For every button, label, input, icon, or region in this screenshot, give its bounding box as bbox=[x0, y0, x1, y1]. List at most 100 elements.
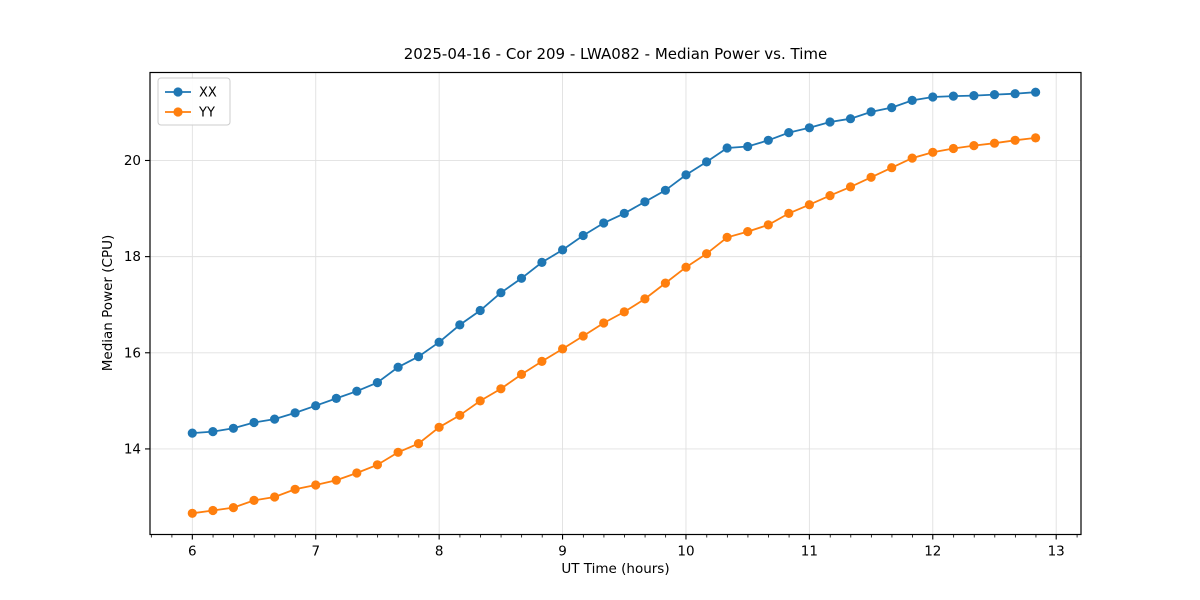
y-tick-label: 18 bbox=[124, 249, 141, 265]
data-point bbox=[743, 141, 753, 152]
data-point bbox=[989, 90, 1000, 100]
data-point bbox=[989, 138, 1000, 148]
data-point bbox=[887, 103, 897, 113]
plot-frame bbox=[149, 71, 1082, 536]
data-point bbox=[702, 249, 712, 259]
data-point bbox=[290, 408, 300, 418]
data-point bbox=[578, 331, 588, 341]
data-point bbox=[187, 428, 197, 438]
data-point bbox=[928, 147, 938, 157]
data-point bbox=[413, 352, 424, 362]
data-point bbox=[228, 503, 238, 513]
data-point bbox=[660, 185, 671, 195]
data-point bbox=[928, 92, 938, 102]
data-point bbox=[907, 153, 917, 163]
data-point bbox=[331, 475, 341, 485]
data-point bbox=[187, 508, 197, 518]
data-point bbox=[619, 208, 629, 218]
data-point bbox=[352, 386, 362, 396]
x-tick-label: 12 bbox=[924, 544, 941, 560]
data-point bbox=[455, 320, 465, 330]
data-point bbox=[866, 107, 876, 117]
series-line-YY bbox=[192, 137, 1036, 515]
data-point bbox=[311, 480, 321, 490]
data-point bbox=[228, 423, 238, 433]
data-point bbox=[393, 362, 403, 372]
data-point bbox=[249, 495, 259, 505]
data-point bbox=[331, 393, 341, 403]
data-point bbox=[825, 117, 835, 127]
data-point bbox=[311, 401, 321, 411]
data-point bbox=[434, 422, 444, 432]
data-point bbox=[558, 245, 568, 255]
chart-title: 2025-04-16 - Cor 209 - LWA082 - Median P… bbox=[403, 45, 828, 63]
legend-label-XX: XX bbox=[199, 86, 217, 101]
data-point bbox=[702, 157, 712, 167]
data-point bbox=[722, 232, 732, 242]
legend: XX YY bbox=[157, 77, 231, 126]
data-point bbox=[558, 344, 568, 354]
x-tick-label: 9 bbox=[558, 544, 567, 560]
data-point bbox=[640, 197, 650, 207]
data-point bbox=[804, 123, 815, 133]
data-point bbox=[372, 378, 382, 388]
data-point bbox=[434, 337, 444, 347]
series-XX bbox=[187, 87, 1041, 438]
data-point bbox=[270, 492, 280, 502]
data-point bbox=[845, 182, 856, 192]
x-tick-label: 8 bbox=[435, 544, 444, 560]
data-point bbox=[290, 484, 300, 494]
data-point bbox=[743, 227, 753, 237]
data-point bbox=[249, 417, 259, 428]
data-point bbox=[455, 410, 465, 420]
data-point bbox=[393, 447, 403, 457]
data-point bbox=[537, 356, 547, 366]
data-point bbox=[496, 384, 506, 394]
data-point bbox=[969, 91, 979, 101]
legend-box bbox=[157, 77, 231, 126]
data-point bbox=[681, 262, 691, 272]
data-point bbox=[763, 220, 773, 230]
series-line-XX bbox=[192, 91, 1036, 434]
y-tick-label: 14 bbox=[124, 441, 141, 457]
data-point bbox=[270, 414, 280, 424]
data-point bbox=[907, 95, 917, 105]
y-tick-label: 20 bbox=[124, 153, 141, 169]
data-point bbox=[763, 135, 773, 145]
data-point bbox=[722, 143, 732, 153]
x-tick-label: 13 bbox=[1048, 544, 1065, 560]
data-point bbox=[948, 91, 959, 101]
data-point bbox=[640, 294, 650, 304]
y-axis: 14 16 18 20 bbox=[124, 153, 150, 457]
data-point bbox=[1010, 135, 1020, 145]
data-point bbox=[413, 439, 424, 449]
legend-label-YY: YY bbox=[198, 106, 215, 121]
data-point bbox=[969, 141, 979, 151]
data-point bbox=[866, 172, 876, 182]
data-point bbox=[208, 427, 218, 437]
series-YY bbox=[187, 133, 1041, 518]
x-tick-label: 7 bbox=[311, 544, 320, 560]
x-axis-label: UT Time (hours) bbox=[561, 561, 670, 577]
data-point bbox=[208, 505, 218, 516]
data-point bbox=[619, 307, 629, 317]
data-point bbox=[352, 468, 362, 478]
data-point bbox=[496, 288, 506, 298]
x-tick-label: 6 bbox=[188, 544, 197, 560]
data-point bbox=[681, 170, 691, 180]
data-point bbox=[516, 273, 527, 283]
data-point bbox=[1031, 133, 1041, 143]
data-point bbox=[1010, 89, 1020, 99]
data-point bbox=[660, 278, 671, 288]
data-point bbox=[948, 143, 959, 154]
data-point bbox=[1031, 87, 1041, 97]
x-axis: 6 7 8 9 10 11 12 13 bbox=[150, 534, 1078, 560]
data-point bbox=[599, 318, 609, 328]
y-tick-label: 16 bbox=[124, 345, 141, 361]
data-point bbox=[578, 230, 588, 241]
data-point bbox=[537, 257, 547, 267]
data-point bbox=[804, 200, 815, 210]
data-point bbox=[372, 460, 382, 470]
